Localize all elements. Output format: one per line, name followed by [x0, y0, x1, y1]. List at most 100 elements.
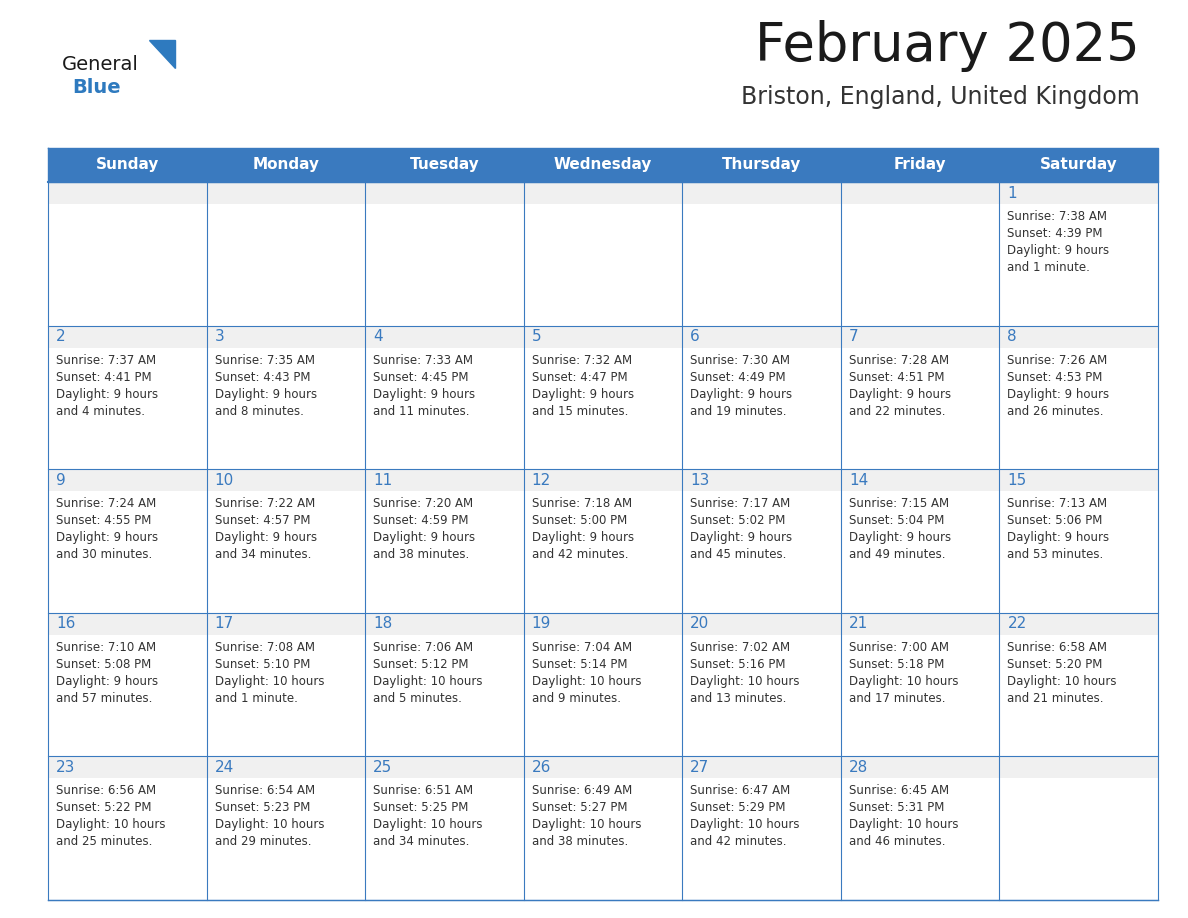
Bar: [841, 469, 999, 613]
Bar: [365, 182, 524, 204]
Text: 7: 7: [849, 329, 859, 344]
Text: and 34 minutes.: and 34 minutes.: [215, 548, 311, 561]
Bar: [207, 613, 365, 635]
Text: Daylight: 10 hours: Daylight: 10 hours: [373, 819, 482, 832]
Text: Daylight: 9 hours: Daylight: 9 hours: [849, 532, 950, 544]
Bar: [524, 182, 682, 204]
Bar: [841, 613, 999, 756]
Text: Sunset: 4:55 PM: Sunset: 4:55 PM: [56, 514, 151, 527]
Bar: [524, 182, 682, 326]
Bar: [841, 326, 999, 469]
Text: Sunrise: 7:38 AM: Sunrise: 7:38 AM: [1007, 210, 1107, 223]
Bar: [999, 469, 1158, 491]
Text: Sunrise: 7:13 AM: Sunrise: 7:13 AM: [1007, 498, 1107, 510]
Bar: [682, 613, 841, 756]
Bar: [48, 756, 207, 900]
Bar: [999, 182, 1158, 326]
Bar: [48, 613, 207, 635]
Text: Sunrise: 6:51 AM: Sunrise: 6:51 AM: [373, 784, 473, 798]
Bar: [207, 182, 365, 204]
Text: Tuesday: Tuesday: [410, 158, 479, 173]
Text: Daylight: 10 hours: Daylight: 10 hours: [849, 819, 959, 832]
Text: and 1 minute.: and 1 minute.: [215, 692, 297, 705]
Text: and 26 minutes.: and 26 minutes.: [1007, 405, 1104, 418]
Text: Daylight: 9 hours: Daylight: 9 hours: [1007, 387, 1110, 400]
Bar: [207, 756, 365, 778]
Bar: [524, 469, 682, 491]
Bar: [48, 756, 207, 778]
Text: Daylight: 9 hours: Daylight: 9 hours: [1007, 244, 1110, 257]
Text: Sunset: 5:23 PM: Sunset: 5:23 PM: [215, 801, 310, 814]
Bar: [999, 326, 1158, 348]
Text: Sunrise: 7:18 AM: Sunrise: 7:18 AM: [532, 498, 632, 510]
Text: 5: 5: [532, 329, 542, 344]
Text: and 4 minutes.: and 4 minutes.: [56, 405, 145, 418]
Bar: [48, 326, 207, 469]
Text: and 38 minutes.: and 38 minutes.: [532, 835, 628, 848]
Text: Daylight: 9 hours: Daylight: 9 hours: [690, 532, 792, 544]
Text: Sunset: 4:57 PM: Sunset: 4:57 PM: [215, 514, 310, 527]
Text: Sunset: 5:02 PM: Sunset: 5:02 PM: [690, 514, 785, 527]
Text: Sunrise: 7:08 AM: Sunrise: 7:08 AM: [215, 641, 315, 654]
Text: Sunset: 5:08 PM: Sunset: 5:08 PM: [56, 658, 151, 671]
Text: Daylight: 10 hours: Daylight: 10 hours: [532, 675, 642, 688]
Text: and 34 minutes.: and 34 minutes.: [373, 835, 469, 848]
Bar: [999, 326, 1158, 469]
Text: 6: 6: [690, 329, 700, 344]
Bar: [207, 756, 365, 900]
Bar: [999, 613, 1158, 635]
Bar: [365, 182, 524, 326]
Bar: [207, 326, 365, 348]
Text: and 25 minutes.: and 25 minutes.: [56, 835, 152, 848]
Text: and 38 minutes.: and 38 minutes.: [373, 548, 469, 561]
Bar: [48, 148, 1158, 182]
Text: and 15 minutes.: and 15 minutes.: [532, 405, 628, 418]
Bar: [841, 326, 999, 348]
Bar: [682, 613, 841, 635]
Text: Daylight: 10 hours: Daylight: 10 hours: [690, 819, 800, 832]
Text: and 42 minutes.: and 42 minutes.: [532, 548, 628, 561]
Bar: [841, 182, 999, 326]
Text: and 46 minutes.: and 46 minutes.: [849, 835, 946, 848]
Text: and 13 minutes.: and 13 minutes.: [690, 692, 786, 705]
Text: 18: 18: [373, 616, 392, 632]
Text: Daylight: 10 hours: Daylight: 10 hours: [1007, 675, 1117, 688]
Text: 20: 20: [690, 616, 709, 632]
Text: 12: 12: [532, 473, 551, 487]
Text: Sunrise: 6:54 AM: Sunrise: 6:54 AM: [215, 784, 315, 798]
Text: Daylight: 9 hours: Daylight: 9 hours: [56, 532, 158, 544]
Text: 16: 16: [56, 616, 75, 632]
Text: Daylight: 9 hours: Daylight: 9 hours: [849, 387, 950, 400]
Bar: [682, 756, 841, 900]
Bar: [999, 182, 1158, 204]
Bar: [682, 469, 841, 491]
Text: 22: 22: [1007, 616, 1026, 632]
Text: Sunset: 5:12 PM: Sunset: 5:12 PM: [373, 658, 468, 671]
Text: Sunset: 5:27 PM: Sunset: 5:27 PM: [532, 801, 627, 814]
Text: General: General: [62, 55, 139, 74]
Text: Sunset: 5:18 PM: Sunset: 5:18 PM: [849, 658, 944, 671]
Text: Sunrise: 7:22 AM: Sunrise: 7:22 AM: [215, 498, 315, 510]
Text: Sunrise: 7:00 AM: Sunrise: 7:00 AM: [849, 641, 949, 654]
Bar: [841, 469, 999, 491]
Text: Thursday: Thursday: [722, 158, 801, 173]
Text: Sunset: 5:06 PM: Sunset: 5:06 PM: [1007, 514, 1102, 527]
Bar: [682, 182, 841, 326]
Text: and 45 minutes.: and 45 minutes.: [690, 548, 786, 561]
Text: Sunrise: 6:56 AM: Sunrise: 6:56 AM: [56, 784, 156, 798]
Bar: [524, 469, 682, 613]
Text: Sunrise: 7:24 AM: Sunrise: 7:24 AM: [56, 498, 157, 510]
Text: and 11 minutes.: and 11 minutes.: [373, 405, 469, 418]
Bar: [48, 182, 207, 204]
Text: Daylight: 10 hours: Daylight: 10 hours: [532, 819, 642, 832]
Text: Sunrise: 6:47 AM: Sunrise: 6:47 AM: [690, 784, 790, 798]
Bar: [365, 613, 524, 756]
Text: Sunset: 4:39 PM: Sunset: 4:39 PM: [1007, 227, 1102, 240]
Bar: [999, 756, 1158, 900]
Text: Daylight: 9 hours: Daylight: 9 hours: [373, 387, 475, 400]
Bar: [207, 182, 365, 326]
Text: 10: 10: [215, 473, 234, 487]
Text: Sunrise: 6:49 AM: Sunrise: 6:49 AM: [532, 784, 632, 798]
Text: Sunset: 5:25 PM: Sunset: 5:25 PM: [373, 801, 468, 814]
Bar: [48, 469, 207, 613]
